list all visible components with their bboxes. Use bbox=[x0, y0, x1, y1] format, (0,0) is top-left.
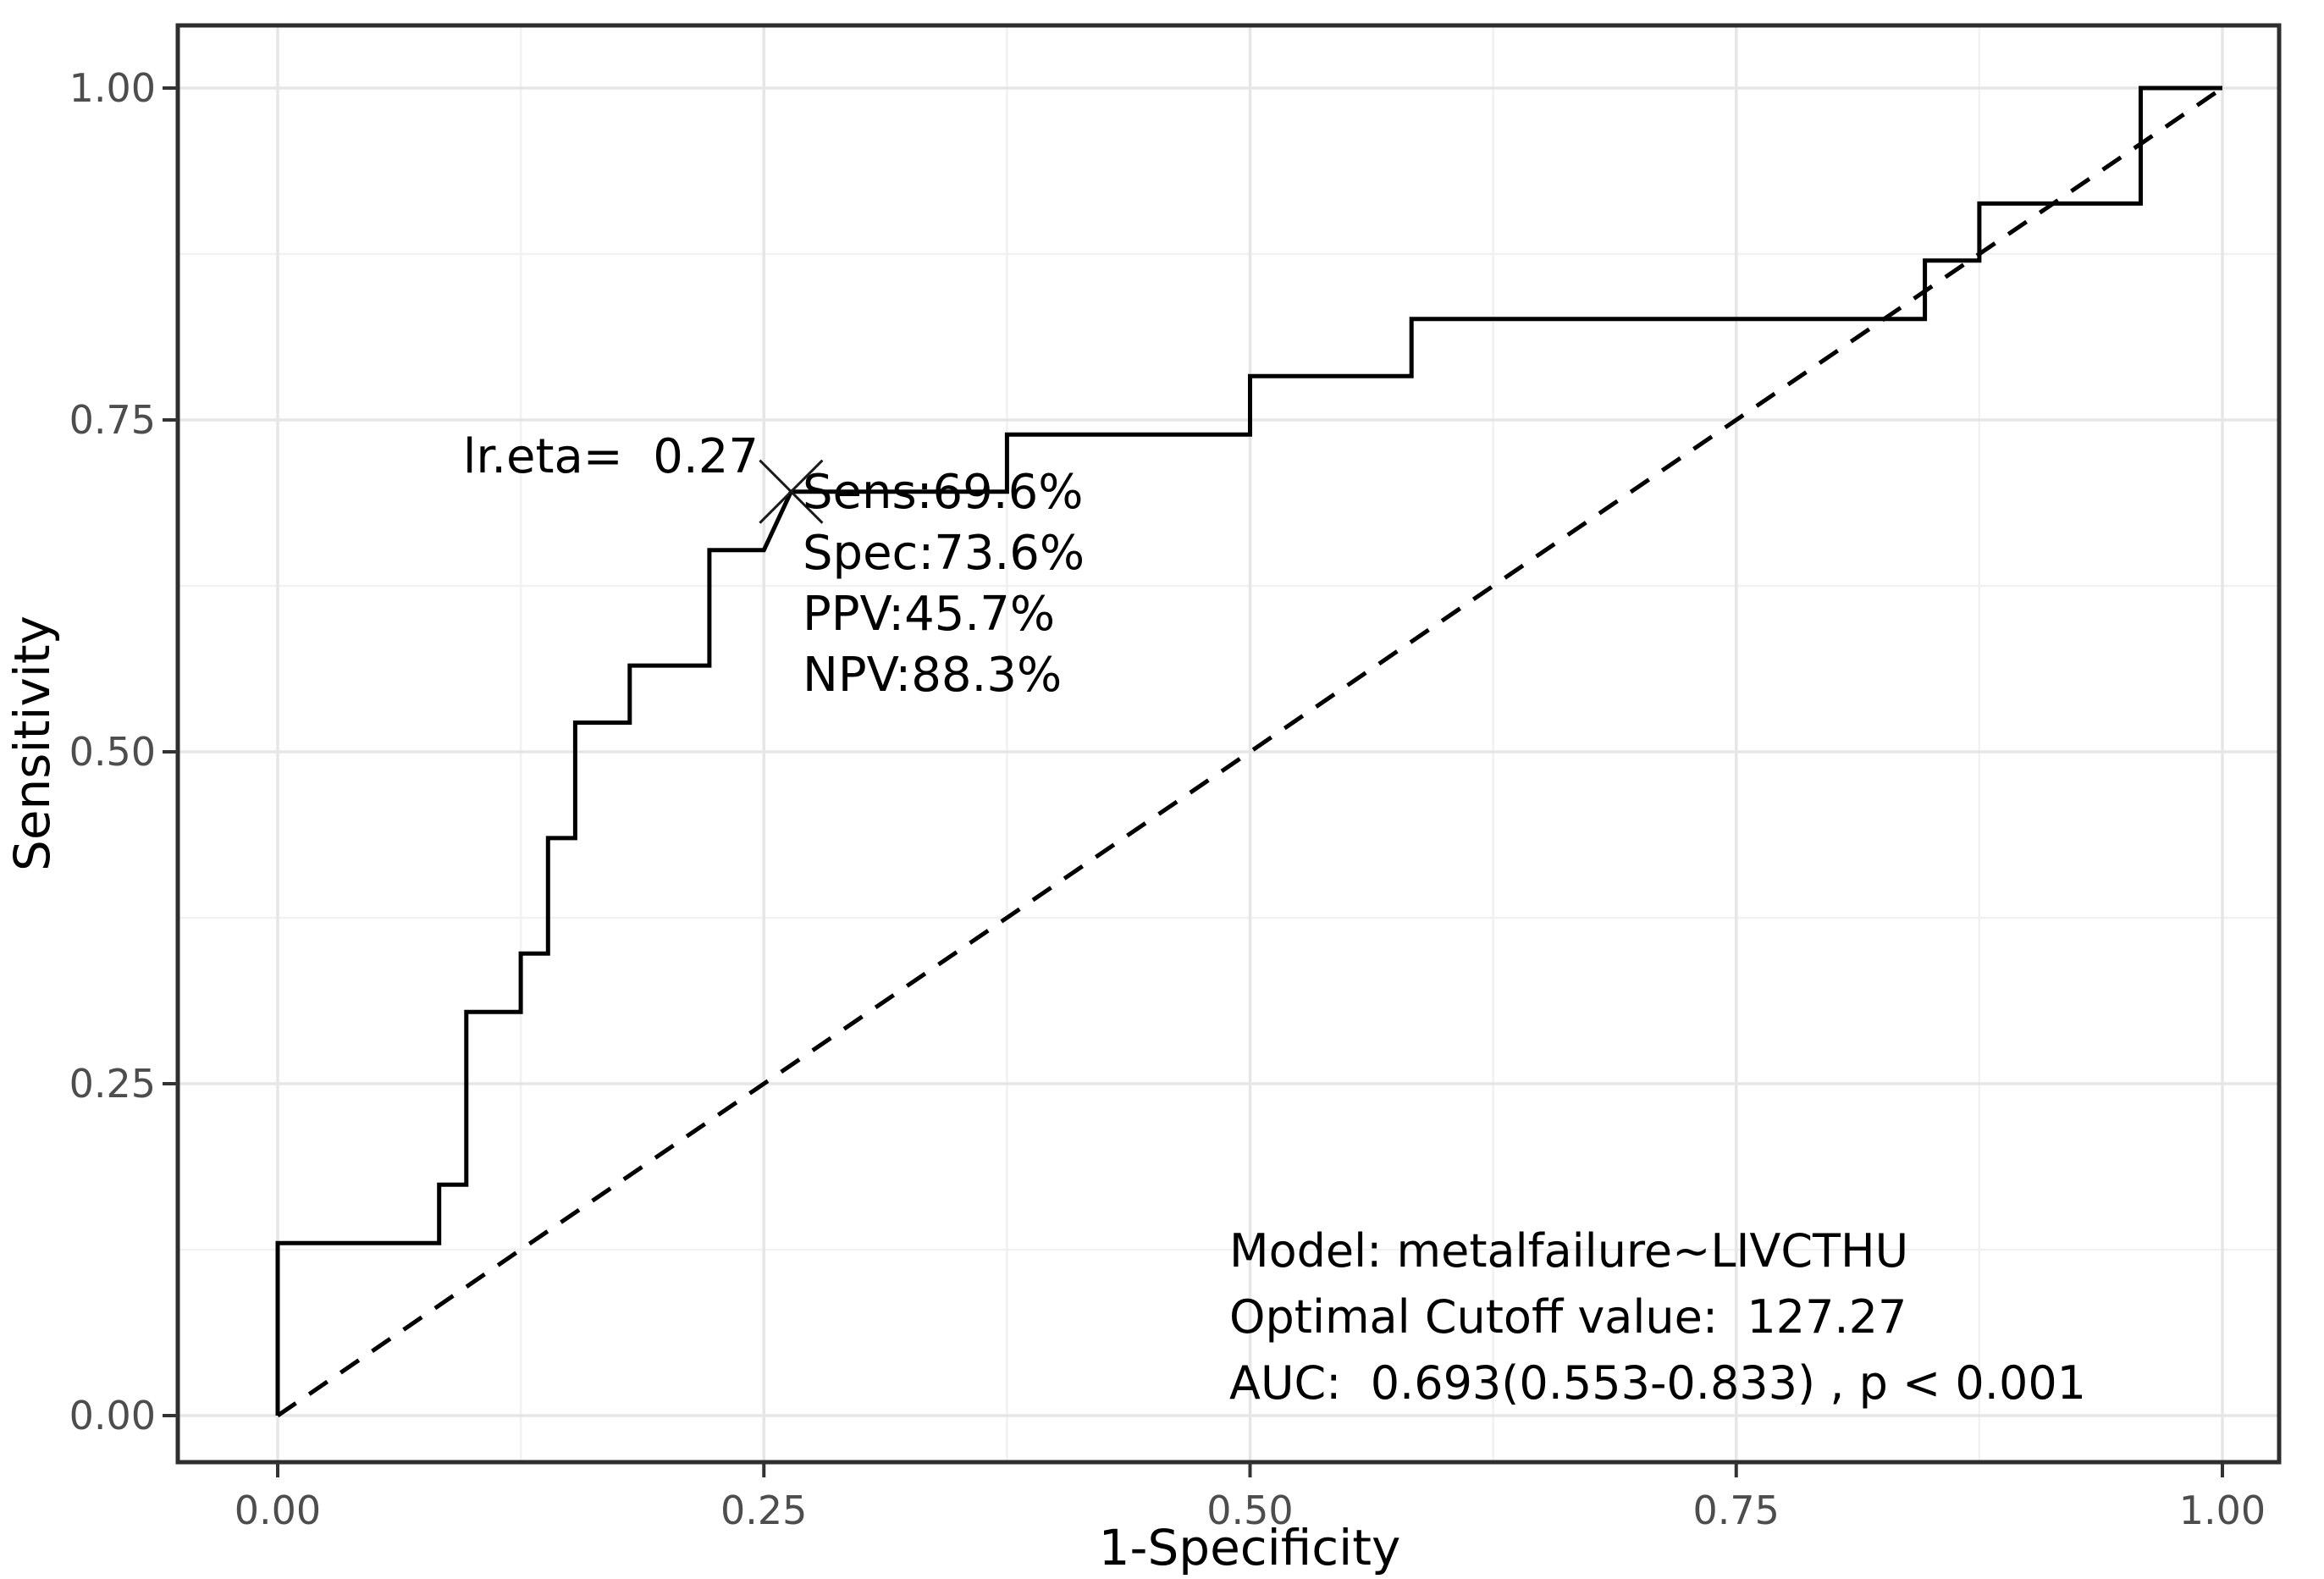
series-layer bbox=[275, 86, 2224, 1418]
y-tick-label: 0.50 bbox=[69, 729, 156, 775]
panel-border bbox=[175, 23, 2282, 1465]
y-tick-label: 0.00 bbox=[69, 1393, 156, 1438]
y-tick-label: 0.25 bbox=[69, 1061, 156, 1107]
x-tick-label: 1.00 bbox=[2179, 1488, 2266, 1533]
roc-curve bbox=[275, 86, 2222, 1416]
x-tick-label: 0.75 bbox=[1693, 1488, 1780, 1533]
y-tick-label: 0.75 bbox=[69, 397, 156, 443]
metric-specificity: Spec:73.6% bbox=[803, 526, 1085, 581]
reference-diagonal bbox=[276, 86, 2224, 1418]
y-axis-title: Sensitivity bbox=[3, 616, 61, 871]
x-axis-title: 1-Specificity bbox=[1099, 1519, 1401, 1576]
x-tick-label: 0.25 bbox=[720, 1488, 807, 1533]
model-formula-line: Model: metalfailure~LIVCTHU bbox=[1229, 1224, 1908, 1278]
metric-sensitivity: Sens:69.6% bbox=[803, 465, 1083, 520]
auc-line: AUC: 0.693(0.553-0.833) , p < 0.001 bbox=[1229, 1356, 2086, 1410]
cutoff-label: lr.eta= 0.27 bbox=[463, 429, 759, 484]
axis-ticks-layer: 0.00 0.25 0.50 0.75 1.00 0.00 0.25 0.50 0.75 1.00 bbox=[69, 65, 2266, 1533]
optimal-point-cross-icon bbox=[759, 459, 824, 524]
optimal-point-marker-layer bbox=[759, 459, 824, 524]
metric-ppv: PPV:45.7% bbox=[803, 587, 1055, 642]
metric-npv: NPV:88.3% bbox=[803, 648, 1062, 703]
gridlines-layer bbox=[178, 25, 2279, 1462]
x-tick-label: 0.50 bbox=[1206, 1488, 1293, 1533]
y-tick-label: 1.00 bbox=[69, 65, 156, 111]
x-tick-label: 0.00 bbox=[235, 1488, 321, 1533]
optimal-cutoff-line: Optimal Cutoff value: 127.27 bbox=[1229, 1290, 1907, 1344]
